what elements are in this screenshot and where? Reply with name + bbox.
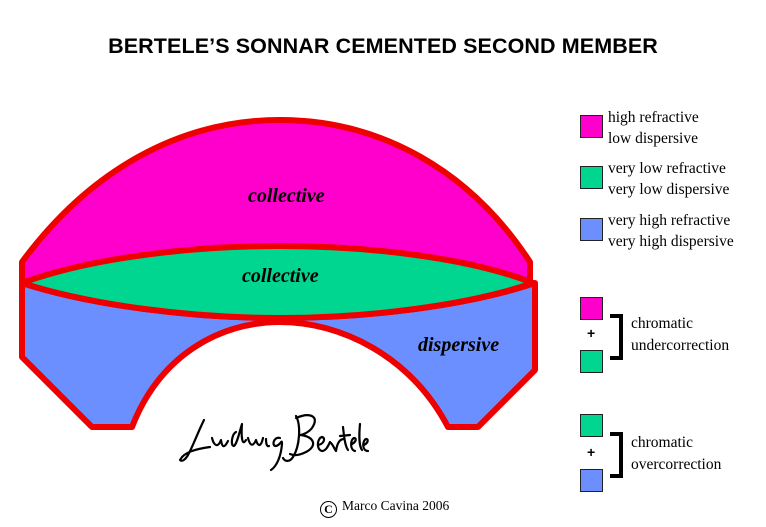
legend-label: high refractive low dispersive bbox=[608, 109, 699, 147]
legend-swatch bbox=[580, 218, 603, 241]
bracket bbox=[610, 314, 623, 360]
legend-label: very low refractive very low dispersive bbox=[608, 160, 730, 198]
combo-swatch-blue bbox=[580, 469, 603, 492]
middle-element-label: collective bbox=[242, 265, 319, 287]
collective-element-middle bbox=[19, 243, 536, 321]
legend-swatch bbox=[580, 166, 603, 189]
bracket bbox=[610, 432, 623, 478]
plus-sign: + bbox=[587, 325, 596, 341]
plus-sign: + bbox=[587, 444, 596, 460]
top-element-label: collective bbox=[248, 185, 325, 207]
copyright-text: Marco Cavina 2006 bbox=[342, 498, 450, 513]
copyright-icon: C bbox=[320, 501, 337, 518]
legend-swatch bbox=[580, 115, 603, 138]
combo-swatch-magenta bbox=[580, 297, 603, 320]
copyright-notice: C Marco Cavina 2006 bbox=[320, 498, 449, 518]
combo-swatch-green bbox=[580, 414, 603, 437]
combo-label: chromatic undercorrection bbox=[631, 315, 730, 354]
combo-label: chromatic overcorrection bbox=[631, 434, 722, 473]
combo-swatch-green bbox=[580, 350, 603, 373]
legend-label: very high refractive very high dispersiv… bbox=[608, 212, 734, 250]
diagram-title: BERTELE’S SONNAR CEMENTED SECOND MEMBER bbox=[108, 34, 658, 58]
bottom-element-label: dispersive bbox=[418, 334, 500, 356]
